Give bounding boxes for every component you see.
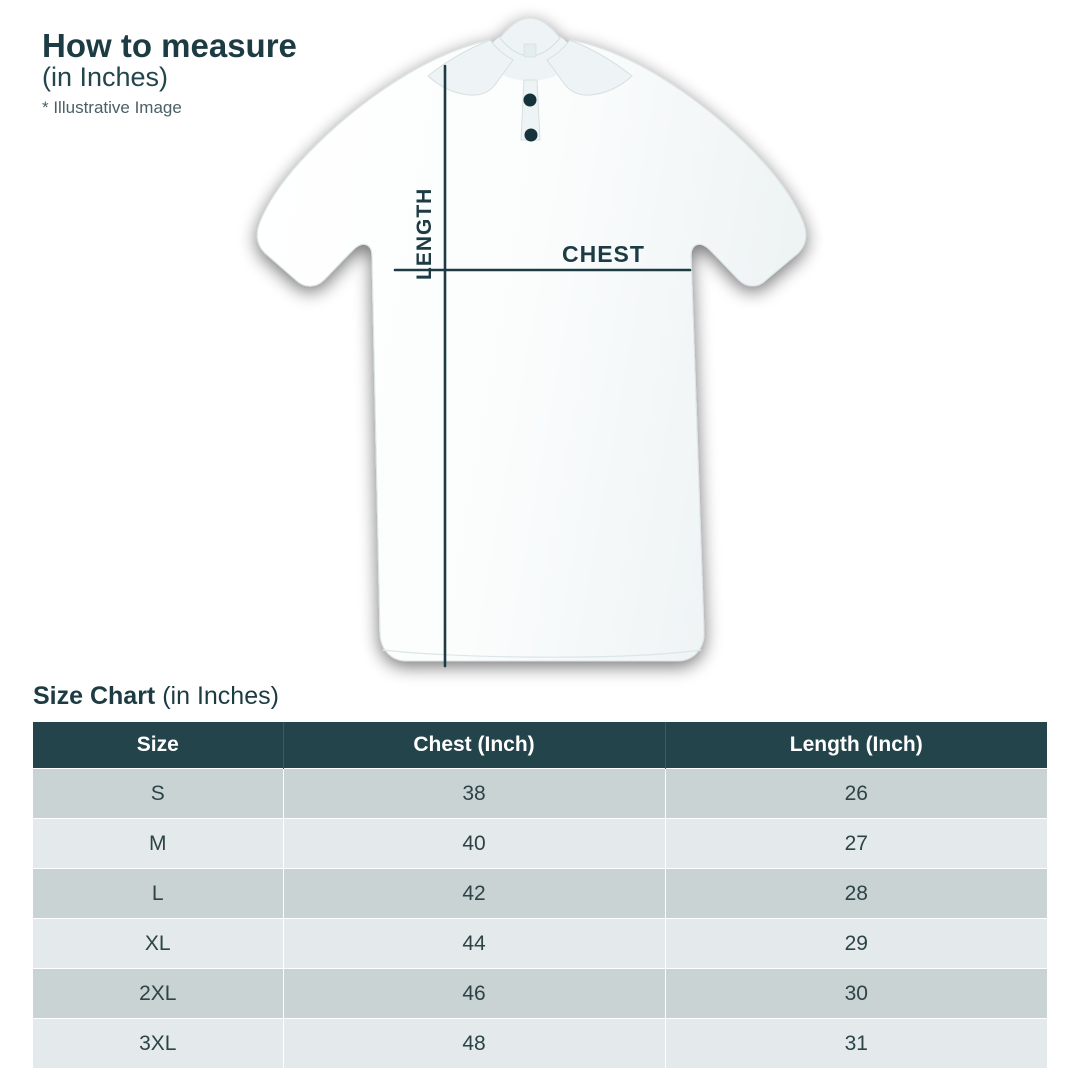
svg-text:CHEST: CHEST [562, 241, 645, 267]
svg-text:LENGTH: LENGTH [413, 188, 436, 280]
